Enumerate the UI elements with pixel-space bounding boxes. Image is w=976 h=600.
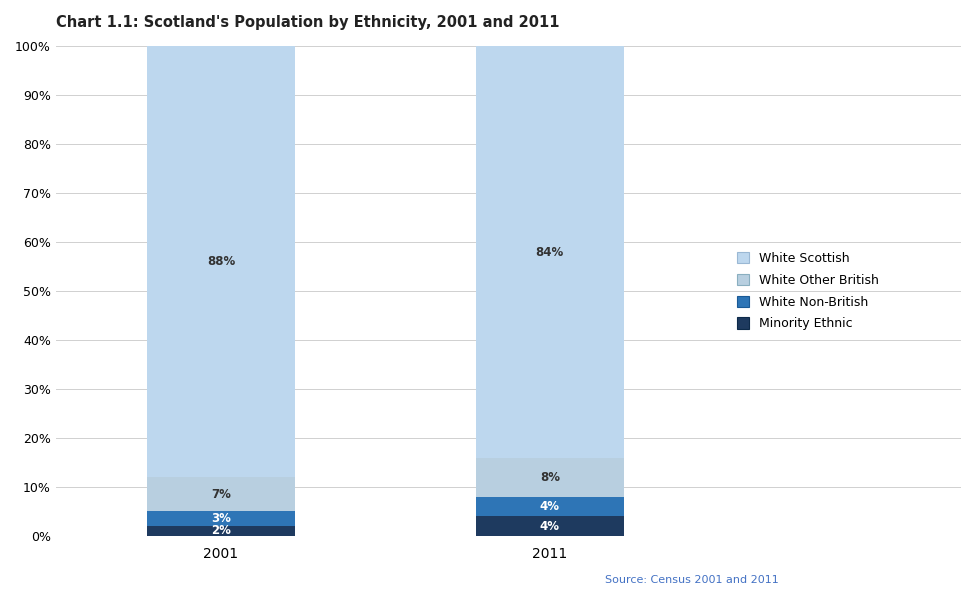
Bar	[476, 497, 624, 517]
Bar	[476, 458, 624, 497]
Text: 84%: 84%	[536, 245, 564, 259]
Text: 2%: 2%	[211, 524, 231, 538]
Bar	[146, 477, 295, 511]
Legend: White Scottish, White Other British, White Non-British, Minority Ethnic: White Scottish, White Other British, Whi…	[737, 252, 879, 330]
Bar	[146, 511, 295, 526]
Text: 88%: 88%	[207, 255, 235, 268]
Text: 4%: 4%	[540, 500, 560, 513]
Bar	[476, 46, 624, 458]
Text: 8%: 8%	[540, 470, 560, 484]
Bar	[146, 526, 295, 536]
Bar	[146, 46, 295, 477]
Text: 3%: 3%	[211, 512, 231, 525]
Text: Source: Census 2001 and 2011: Source: Census 2001 and 2011	[605, 575, 779, 585]
Bar	[476, 517, 624, 536]
Text: 7%: 7%	[211, 488, 231, 501]
Text: 4%: 4%	[540, 520, 560, 533]
Text: Chart 1.1: Scotland's Population by Ethnicity, 2001 and 2011: Chart 1.1: Scotland's Population by Ethn…	[57, 15, 560, 30]
